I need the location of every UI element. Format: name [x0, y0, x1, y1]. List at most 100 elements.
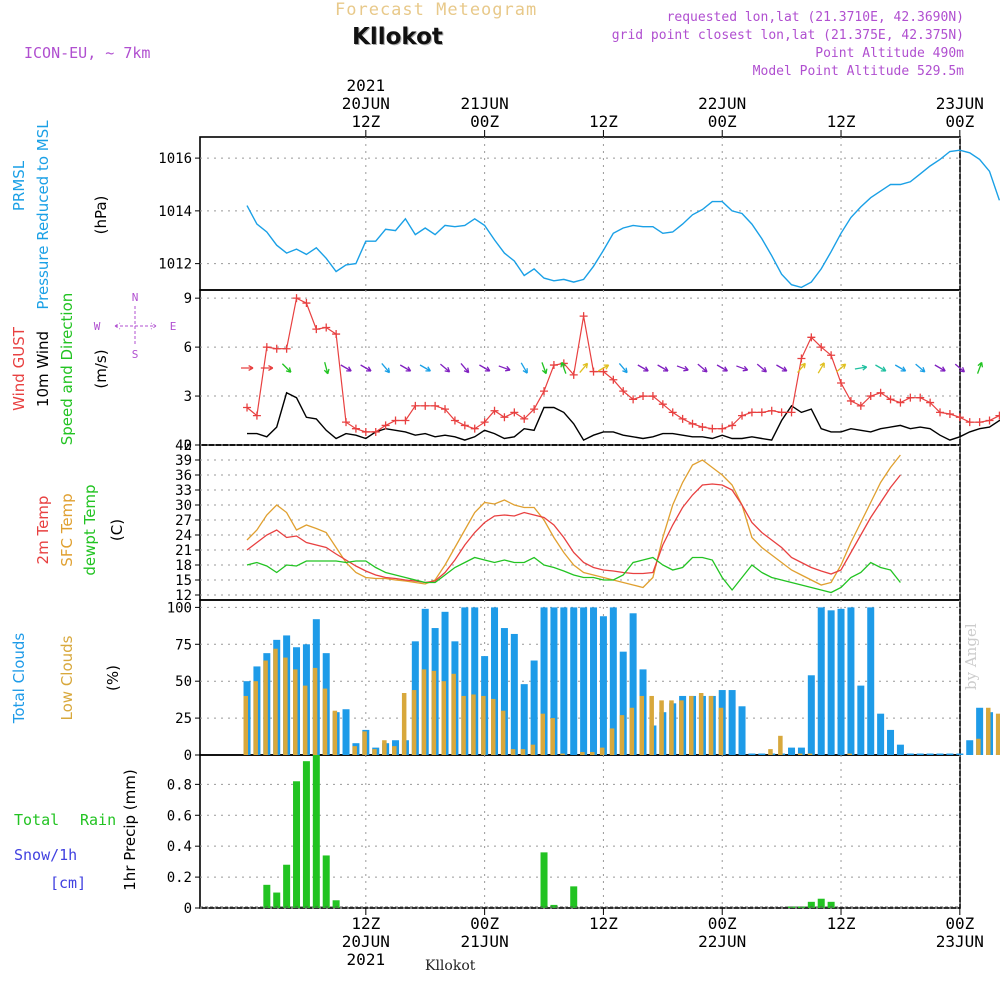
wind-direction-arrow — [894, 364, 907, 372]
pressure-unit-label: (hPa) — [92, 196, 110, 235]
total-cloud-bar — [738, 706, 746, 755]
gust-marker — [510, 408, 519, 417]
model-altitude: Model Point Altitude 529.5m — [752, 64, 964, 79]
low-cloud-bar — [540, 713, 546, 755]
gust-marker — [738, 411, 747, 420]
gust-marker — [540, 387, 549, 396]
requested-location: requested lon,lat (21.3710E, 42.3690N) — [666, 10, 964, 25]
gust-marker — [658, 400, 667, 409]
gust-marker — [569, 370, 578, 379]
gust-marker — [926, 398, 935, 407]
total-cloud-bar — [946, 753, 954, 755]
gust-marker — [619, 387, 628, 396]
gust-marker — [896, 398, 905, 407]
gust-marker — [342, 418, 351, 427]
low-cloud-bar — [708, 695, 714, 755]
wind-direction-arrow — [954, 363, 966, 373]
low-cloud-bar — [283, 657, 288, 755]
gust-marker — [708, 424, 717, 433]
y-tick-label: 0.2 — [167, 870, 192, 886]
gust-marker — [609, 375, 618, 384]
point-altitude: Point Altitude 490m — [815, 46, 964, 61]
rain-bar — [322, 855, 330, 908]
wind-direction-arrow — [637, 364, 649, 372]
gust-marker — [441, 405, 450, 414]
y-tick-label: 24 — [175, 528, 192, 544]
total-cloud-bar — [916, 753, 924, 755]
rain-label: Rain — [80, 811, 116, 829]
gust-marker — [302, 299, 311, 308]
wind-direction-arrow — [260, 365, 274, 371]
low-cloud-bar — [530, 744, 536, 755]
gust-marker — [361, 427, 370, 436]
low-cloud-bar — [441, 681, 447, 755]
wind-direction-arrow — [281, 363, 292, 373]
gust-marker — [549, 361, 558, 370]
low-cloud-bar — [401, 693, 407, 755]
gust-marker — [460, 421, 469, 430]
total-cloud-bar — [728, 690, 736, 755]
gust-marker — [846, 396, 855, 405]
y-tick-label: 6 — [184, 340, 192, 356]
rain-bar — [293, 781, 301, 908]
wind-direction-arrow — [716, 364, 728, 372]
low-cloud-bar — [461, 695, 466, 755]
gust-marker — [500, 413, 509, 422]
gust-marker — [787, 408, 796, 417]
rain-bar — [283, 864, 291, 908]
x-tick-label-top: 20JUN — [342, 94, 390, 113]
low-cloud-bar — [243, 695, 249, 755]
gust-marker — [411, 401, 420, 410]
gust-marker — [995, 411, 1000, 420]
wind-direction-arrow — [934, 364, 946, 372]
temp-2m-line — [246, 474, 901, 584]
low-cloud-bar — [471, 694, 476, 755]
wind-direction-arrow — [440, 363, 451, 373]
low-cloud-bar — [382, 740, 387, 755]
x-tick-label-top: 12Z — [589, 112, 618, 131]
gust-marker — [480, 418, 489, 427]
low-cloud-bar — [580, 752, 585, 755]
wind-direction-arrow — [460, 362, 470, 374]
low-cloud-bar — [807, 753, 813, 755]
low-cloud-bar — [659, 700, 664, 755]
total-cloud-bar — [560, 607, 568, 755]
x-tick-label-bottom: 12Z — [827, 914, 856, 933]
gust-marker — [866, 392, 875, 401]
wind-direction-arrow — [241, 365, 254, 371]
total-cloud-bar — [847, 607, 855, 755]
gust-marker — [668, 408, 677, 417]
low-cloud-bar — [302, 685, 308, 755]
chart-title: Forecast Meteogram — [335, 0, 538, 20]
rain-bar — [273, 892, 281, 908]
low-cloud-bar — [293, 669, 298, 755]
y-tick-label: 30 — [175, 498, 192, 514]
low-cloud-bar — [550, 718, 555, 755]
y-tick-label: 39 — [175, 453, 192, 469]
wind-direction-arrow — [736, 365, 749, 372]
total-cloud-bar — [491, 607, 499, 755]
wind-gust-label: Wind GUST — [10, 326, 28, 411]
low-cloud-bar — [718, 707, 724, 755]
gust-marker — [916, 393, 925, 402]
total-cloud-bar — [599, 616, 607, 755]
gust-marker — [688, 419, 697, 428]
gust-marker — [252, 411, 261, 420]
total-cloud-bar — [580, 607, 588, 755]
gust-marker — [312, 325, 321, 334]
total-cloud-bar — [461, 607, 469, 755]
low-cloud-bar — [689, 695, 694, 755]
wind-direction-arrow — [579, 362, 589, 374]
wind-unit-label: (m/s) — [92, 349, 110, 388]
x-tick-label-top: 00Z — [470, 112, 499, 131]
panel-frame — [199, 136, 961, 291]
total-cloud-bar — [590, 607, 598, 755]
gust-marker — [728, 421, 737, 430]
temp-unit-label: (C) — [108, 519, 126, 541]
total-clouds-label: Total Clouds — [10, 633, 28, 725]
total-cloud-bar — [887, 729, 895, 755]
x-tick-label-bottom: 22JUN — [698, 932, 746, 951]
dewpoint-line — [246, 556, 901, 594]
total-cloud-bar — [510, 633, 518, 755]
y-tick-label: 0.6 — [167, 808, 192, 824]
